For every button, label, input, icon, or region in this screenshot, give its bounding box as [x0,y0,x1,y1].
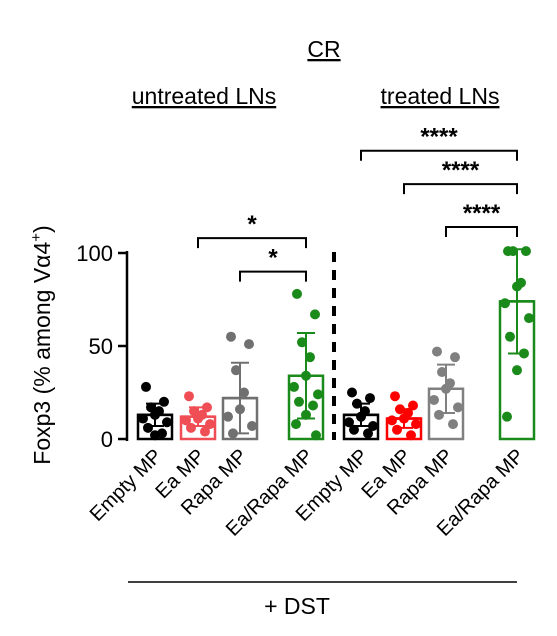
data-point [508,246,518,257]
data-point [292,288,302,299]
data-point [512,281,522,292]
data-point [437,367,447,378]
data-point [193,413,203,424]
y-tick-label: 50 [89,334,113,359]
data-point [310,309,320,320]
data-point [189,406,199,417]
data-point [365,393,375,404]
data-point [356,411,366,422]
data-point [305,352,315,363]
data-point [502,411,512,422]
data-point [138,413,148,424]
significance-label: * [268,245,278,272]
data-point [441,383,451,394]
data-point [453,402,463,413]
data-point [390,391,400,402]
data-point [363,428,373,439]
data-point [505,331,515,342]
significance-bracket [197,237,307,249]
data-point [450,352,460,363]
data-point [143,422,153,433]
data-point [159,396,169,407]
y-axis-label: Foxp3 (% among Vα4+) [28,225,55,464]
significance-label: **** [420,124,458,151]
data-point [231,365,241,376]
data-point [184,391,194,402]
data-point [521,246,531,257]
group-label-untreated: untreated LNs [132,83,276,109]
significance-bracket [360,149,518,161]
significance-bracket [403,183,518,195]
data-point [247,420,257,431]
data-point [301,370,311,381]
data-point [226,331,236,342]
data-point [162,417,172,428]
chart-title: CR [307,36,340,62]
data-point [205,419,215,430]
data-point [448,419,458,430]
data-point [146,402,156,413]
data-point [181,415,191,426]
y-tick-label: 100 [76,241,113,266]
data-point [202,402,212,413]
data-point [344,417,354,428]
data-point [524,313,534,324]
data-point [308,400,318,411]
data-point [150,409,160,420]
y-tick-label: 0 [101,427,113,452]
data-point [387,415,397,426]
data-point [294,396,304,407]
data-point [150,430,160,441]
data-point [347,387,357,398]
group-label-treated: treated LNs [381,83,500,109]
data-point [239,387,249,398]
data-point [228,428,238,439]
data-point [395,404,405,415]
data-point [519,348,529,359]
significance-bracket [445,225,518,237]
data-point [244,339,254,350]
data-point [141,381,151,392]
data-point [349,424,359,435]
data-point [291,419,301,430]
y-axis-label-superscript: + [28,233,45,242]
data-point [289,381,299,392]
data-point [432,346,442,357]
data-point [429,394,439,405]
data-point [186,422,196,433]
data-point [411,419,421,430]
data-point [313,389,323,400]
y-axis-label-main: Foxp3 (% among Vα4 [29,242,55,465]
data-point [408,400,418,411]
significance-label: * [247,211,257,238]
data-point [500,298,510,309]
data-point [223,411,233,422]
data-point [297,337,307,348]
data-point [235,404,245,415]
data-point [512,365,522,376]
data-point [392,424,402,435]
data-point [399,413,409,424]
y-axis-label-close: ) [29,225,55,233]
data-point [311,430,321,441]
data-point [301,409,311,420]
data-point [352,398,362,409]
data-point [200,426,210,437]
significance-label: **** [463,200,501,227]
dst-label: + DST [264,593,330,619]
significance-label: **** [442,157,480,184]
data-point [368,420,378,431]
significance-bracket [239,270,307,282]
data-point [434,409,444,420]
data-point [406,430,416,441]
